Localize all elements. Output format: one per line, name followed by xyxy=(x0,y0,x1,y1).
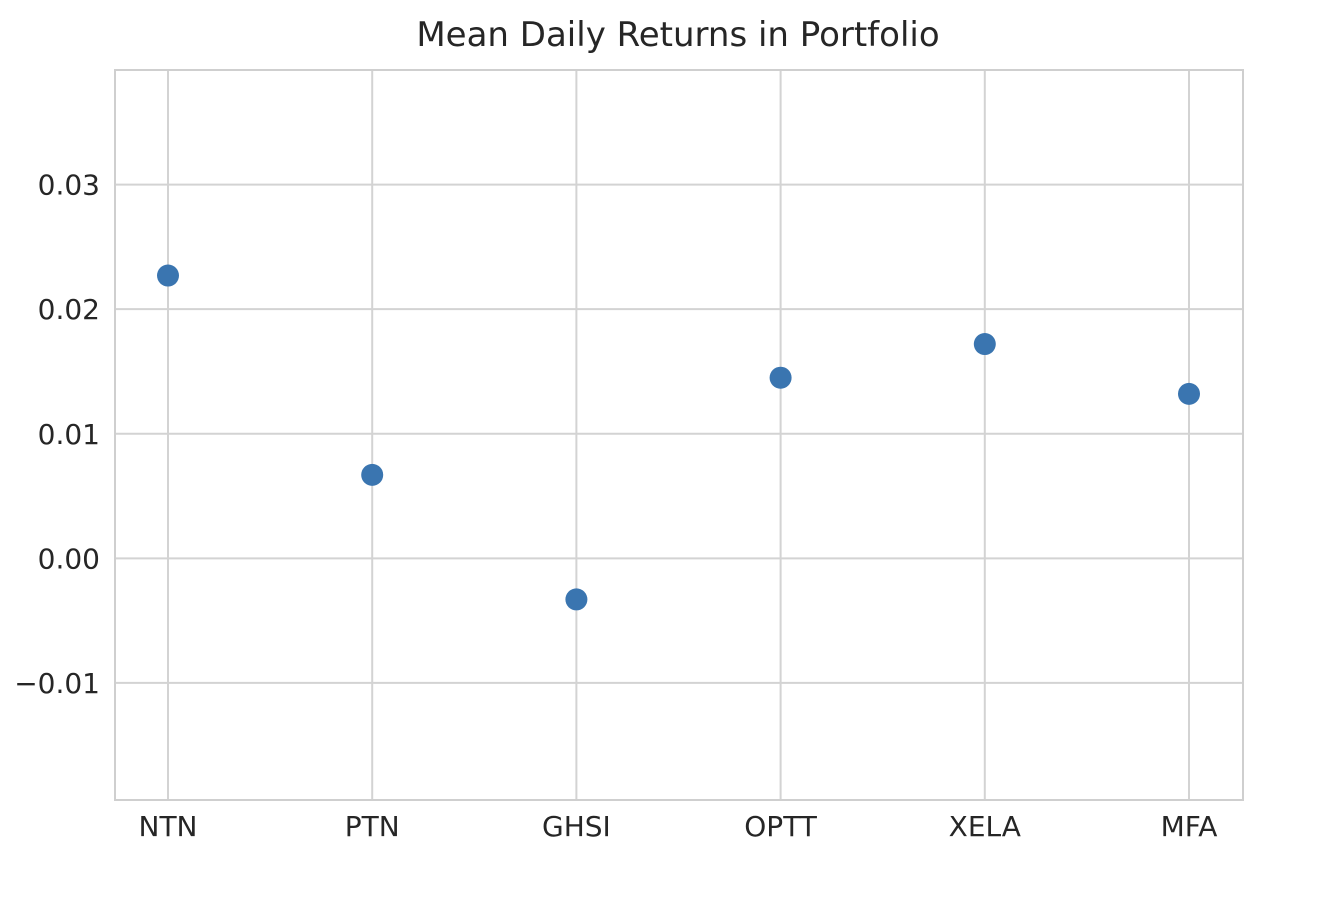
y-tick-label: 0.03 xyxy=(38,169,100,202)
data-point-xela xyxy=(973,333,996,356)
x-tick-label-ntn: NTN xyxy=(139,810,198,843)
x-tick-label-ptn: PTN xyxy=(345,810,400,843)
data-point-ptn xyxy=(361,463,384,486)
x-tick-label-optt: OPTT xyxy=(744,810,818,843)
y-tick-label: 0.00 xyxy=(38,542,100,575)
y-tick-label: 0.01 xyxy=(38,418,100,451)
x-axis-ticks: NTN PTN GHSI OPTT XELA MFA xyxy=(139,810,1218,843)
x-tick-label-mfa: MFA xyxy=(1161,810,1218,843)
data-point-ntn xyxy=(157,264,179,287)
data-points xyxy=(157,264,1200,611)
y-tick-label: 0.02 xyxy=(38,293,100,326)
chart-title: Mean Daily Returns in Portfolio xyxy=(416,15,939,55)
y-axis-ticks: −0.01 0.00 0.01 0.02 0.03 xyxy=(14,169,100,700)
grid-lines xyxy=(115,70,1243,800)
data-point-optt xyxy=(769,366,792,389)
y-tick-label: −0.01 xyxy=(14,667,100,700)
plot-frame xyxy=(114,69,1244,801)
data-point-mfa xyxy=(1178,382,1200,405)
x-tick-label-xela: XELA xyxy=(949,810,1021,843)
data-point-ghsi xyxy=(565,588,588,611)
x-tick-label-ghsi: GHSI xyxy=(542,810,611,843)
